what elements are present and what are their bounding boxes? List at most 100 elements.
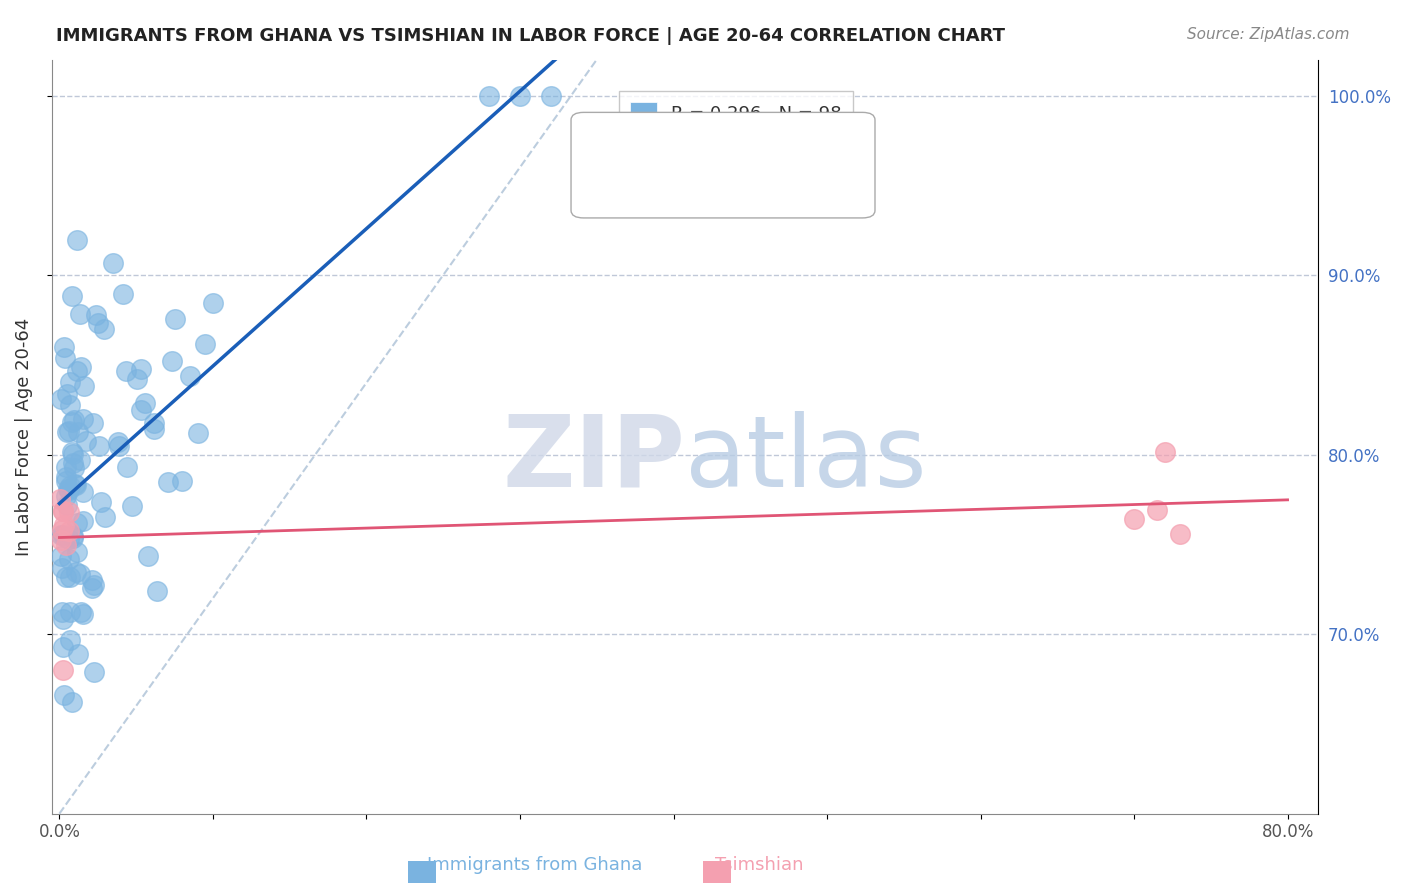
Point xyxy=(66,363,89,377)
Point xyxy=(62,456,84,470)
Point xyxy=(156,475,179,490)
Point xyxy=(127,371,149,385)
Point xyxy=(142,421,165,435)
Point xyxy=(69,453,91,467)
Point xyxy=(134,396,156,410)
Point xyxy=(187,426,209,441)
Point xyxy=(115,460,138,475)
Point xyxy=(509,88,531,103)
Point xyxy=(62,529,84,543)
Point xyxy=(80,581,103,595)
Point xyxy=(58,552,80,566)
Point xyxy=(58,505,80,519)
Point xyxy=(1146,503,1168,517)
Point xyxy=(49,392,72,406)
Point xyxy=(69,307,91,321)
Point xyxy=(145,584,167,599)
Point xyxy=(165,312,187,326)
Point xyxy=(540,88,562,103)
Point xyxy=(131,361,153,376)
Point xyxy=(53,530,76,544)
Point xyxy=(87,439,110,453)
Point xyxy=(107,434,129,449)
Point xyxy=(129,403,152,417)
Point xyxy=(51,549,73,564)
Point xyxy=(1153,445,1175,459)
Point xyxy=(63,413,86,427)
Text: ZIP: ZIP xyxy=(502,410,685,508)
Point xyxy=(52,612,75,626)
Point xyxy=(201,295,224,310)
Point xyxy=(94,510,117,524)
Point xyxy=(53,340,76,354)
Point xyxy=(58,483,80,497)
Y-axis label: In Labor Force | Age 20-64: In Labor Force | Age 20-64 xyxy=(15,318,32,556)
Point xyxy=(478,88,501,103)
Point xyxy=(87,316,110,330)
Point xyxy=(52,503,75,517)
Text: Immigrants from Ghana: Immigrants from Ghana xyxy=(426,856,643,874)
Point xyxy=(101,255,124,269)
Point xyxy=(60,445,83,459)
Point xyxy=(73,379,96,393)
Point xyxy=(65,478,87,492)
Point xyxy=(143,416,166,430)
Point xyxy=(66,516,89,530)
Point xyxy=(58,524,80,538)
Point xyxy=(179,369,201,384)
Legend: R = 0.296   N = 98, R = 0.069   N = 14: R = 0.296 N = 98, R = 0.069 N = 14 xyxy=(619,91,852,164)
Point xyxy=(55,489,77,503)
Text: IMMIGRANTS FROM GHANA VS TSIMSHIAN IN LABOR FORCE | AGE 20-64 CORRELATION CHART: IMMIGRANTS FROM GHANA VS TSIMSHIAN IN LA… xyxy=(56,27,1005,45)
Point xyxy=(108,439,131,453)
Point xyxy=(56,425,79,440)
Point xyxy=(70,360,93,375)
Point xyxy=(56,386,79,401)
Point xyxy=(83,578,105,592)
Point xyxy=(55,474,77,488)
Point xyxy=(80,574,103,588)
Point xyxy=(121,499,143,513)
Point xyxy=(160,354,183,368)
Point xyxy=(53,351,76,365)
Point xyxy=(75,434,97,448)
Point xyxy=(172,474,194,488)
Point xyxy=(60,289,83,303)
Point xyxy=(93,322,115,336)
Point xyxy=(51,523,73,537)
Point xyxy=(56,482,79,496)
Text: Tsimshian: Tsimshian xyxy=(716,856,803,874)
Text: atlas: atlas xyxy=(685,410,927,508)
Point xyxy=(72,514,94,528)
Point xyxy=(72,484,94,499)
Point xyxy=(62,531,84,545)
Point xyxy=(52,518,75,533)
Point xyxy=(51,561,73,575)
Point xyxy=(52,663,75,677)
Point xyxy=(72,412,94,426)
Point xyxy=(66,545,89,559)
Point xyxy=(1168,526,1191,541)
Point xyxy=(69,567,91,582)
Point xyxy=(58,605,80,619)
Point xyxy=(194,337,217,351)
Point xyxy=(115,364,138,378)
Point xyxy=(52,504,75,518)
Point xyxy=(66,233,89,247)
Point xyxy=(66,647,89,661)
Point xyxy=(60,415,83,429)
Point xyxy=(51,605,73,619)
Point xyxy=(55,459,77,474)
Point xyxy=(63,477,86,491)
Point xyxy=(52,640,75,654)
Point xyxy=(83,665,105,679)
Point xyxy=(55,469,77,483)
Point xyxy=(59,479,82,493)
Point xyxy=(58,532,80,546)
Point xyxy=(49,528,72,542)
Point xyxy=(59,570,82,584)
Point xyxy=(63,461,86,475)
Point xyxy=(66,425,89,439)
FancyBboxPatch shape xyxy=(571,112,875,218)
Point xyxy=(69,605,91,619)
Point xyxy=(86,309,108,323)
